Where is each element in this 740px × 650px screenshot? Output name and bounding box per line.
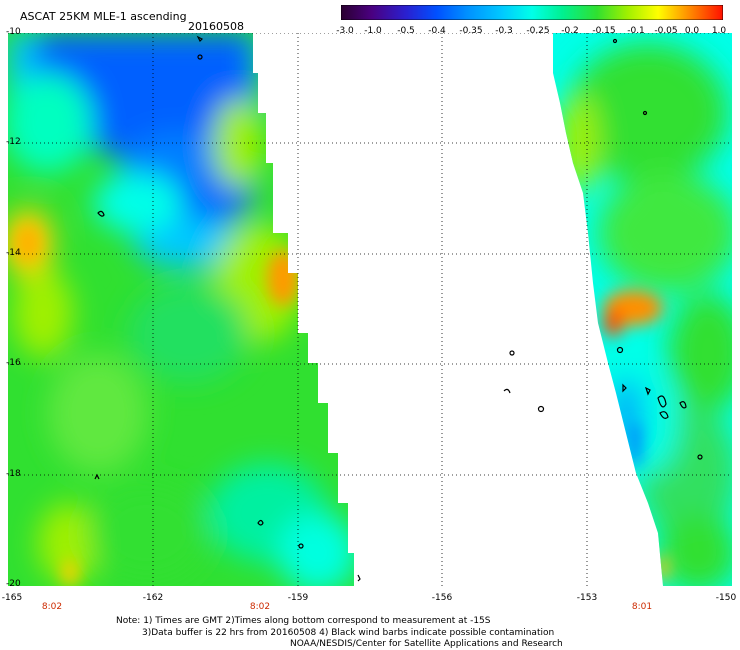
- lon-label: -162: [142, 593, 164, 603]
- colorbar-label: -3.0: [336, 26, 354, 36]
- colorbar-label: -0.5: [397, 26, 415, 36]
- footer-credit: NOAA/NESDIS/Center for Satellite Applica…: [290, 639, 563, 649]
- lat-label: -14: [6, 248, 21, 258]
- lon-label: -159: [287, 593, 309, 603]
- colorbar-label: -0.2: [561, 26, 579, 36]
- colorbar-label: 0.0: [684, 26, 700, 36]
- footer-note-2: 3)Data buffer is 22 hrs from 20160508 4)…: [142, 628, 555, 638]
- colorbar-label: -0.1: [627, 26, 645, 36]
- scatterometer-map: [8, 33, 732, 586]
- colorbar-label: -0.05: [654, 26, 678, 36]
- lon-label: -165: [1, 593, 23, 603]
- colorbar-label: -0.15: [592, 26, 616, 36]
- left-swath: [8, 33, 354, 586]
- lat-lon-grid: [8, 33, 732, 586]
- lat-label: -20: [6, 579, 21, 589]
- pass-time-label: 8:02: [249, 602, 271, 612]
- lat-label: -10: [6, 27, 21, 37]
- pass-time-label: 8:02: [41, 602, 63, 612]
- lon-label: -156: [431, 593, 453, 603]
- colorbar-label: -0.25: [526, 26, 550, 36]
- lat-label: -18: [6, 469, 21, 479]
- product-date: 20160508: [188, 20, 244, 33]
- colorbar-label: -0.35: [459, 26, 483, 36]
- lon-label: -150: [715, 593, 737, 603]
- colorbar-label: -1.0: [364, 26, 382, 36]
- right-swath: [553, 33, 732, 586]
- coastline-outlines: [94, 35, 703, 582]
- footer-note-1: Note: 1) Times are GMT 2)Times along bot…: [116, 616, 491, 626]
- product-title: ASCAT 25KM MLE-1 ascending: [20, 10, 187, 23]
- colorbar-label: -0.3: [495, 26, 513, 36]
- lat-label: -16: [6, 358, 21, 368]
- lon-label: -153: [576, 593, 598, 603]
- pass-time-label: 8:01: [631, 602, 653, 612]
- colorbar-label: 1.0: [711, 26, 727, 36]
- colorbar: [341, 5, 723, 20]
- colorbar-label: -0.4: [428, 26, 446, 36]
- lat-label: -12: [6, 137, 21, 147]
